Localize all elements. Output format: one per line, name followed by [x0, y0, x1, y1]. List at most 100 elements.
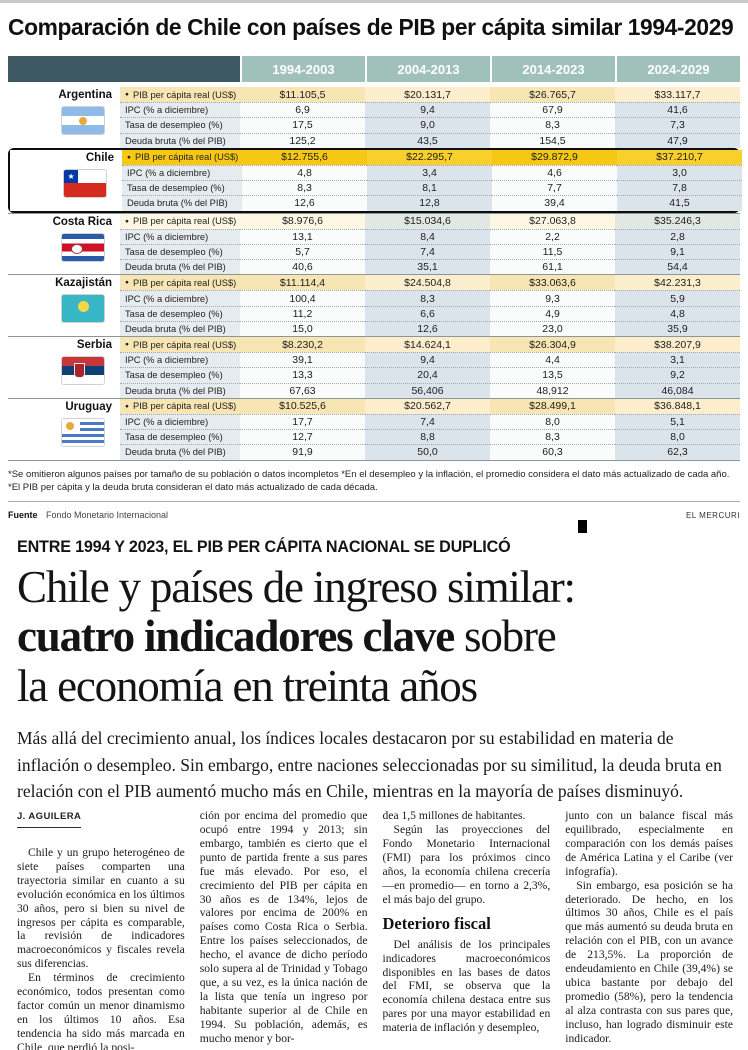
country-cell: Costa Rica — [8, 213, 120, 275]
source-label: Fuente — [8, 509, 38, 520]
source-row: Fuente Fondo Monetario Internacional EL … — [8, 505, 740, 523]
value-cell: 35,1 — [365, 259, 490, 275]
value-cell: 13,5 — [490, 367, 615, 383]
value-cell: 8,8 — [365, 429, 490, 445]
value-cell: 12,6 — [365, 320, 490, 336]
value-cell: $38.207,9 — [615, 337, 740, 353]
value-cell: 2,8 — [615, 228, 740, 244]
indicator-label-text: Deuda bruta (% del PIB) — [127, 198, 228, 209]
value-cell: $42.231,3 — [615, 275, 740, 291]
value-cell: 41,5 — [617, 195, 742, 211]
indicator-label: IPC (% a diciembre) — [120, 352, 240, 368]
value-cell: 12,7 — [240, 429, 365, 445]
indicator-label: Deuda bruta (% del PIB) — [120, 132, 240, 148]
value-cell: $15.034,6 — [365, 213, 490, 229]
article-paragraph: junto con un balance fiscal más equilibr… — [565, 809, 733, 878]
uruguay-flag-icon — [62, 418, 104, 446]
value-cell: 13,3 — [240, 367, 365, 383]
value-cell: 62,3 — [615, 444, 740, 460]
value-cell: 11,2 — [240, 305, 365, 321]
value-cell: 67,9 — [490, 102, 615, 118]
indicator-label-text: IPC (% a diciembre) — [125, 417, 209, 428]
indicator-label-text: Tasa de desempleo (%) — [125, 246, 223, 257]
country-block-costarica: Costa Rica ● PIB per cápita real (US$) $8.9… — [8, 212, 740, 275]
body-column-3: dea 1,5 millones de habitantes. Según las… — [383, 809, 551, 1050]
value-cell: 7,3 — [615, 117, 740, 133]
value-cell: 8,3 — [365, 290, 490, 306]
bullet-icon: ● — [125, 402, 129, 410]
value-cell: 17,5 — [240, 117, 365, 133]
value-cell: 23,0 — [490, 320, 615, 336]
body-column-2: ción por encima del promedio que ocupó e… — [200, 809, 368, 1050]
value-cell: 43,5 — [365, 132, 490, 148]
indicator-label-text: Tasa de desempleo (%) — [127, 183, 225, 194]
country-cell: Serbia — [8, 337, 120, 398]
value-cell: 4,8 — [242, 164, 367, 181]
flag-part: ★ — [64, 169, 79, 184]
article-deck: Más allá del crecimiento anual, los índi… — [17, 728, 722, 801]
value-cell: $20.562,7 — [365, 398, 490, 414]
flag-part — [66, 421, 74, 430]
value-cell: $29.872,9 — [492, 149, 617, 165]
country-name: Chile — [85, 151, 114, 164]
indicator-label: Deuda bruta (% del PIB) — [120, 382, 240, 398]
indicator-label-text: Tasa de desempleo (%) — [125, 308, 223, 319]
country-block-chile: Chile ★ ● PIB per cápita real (US$) $12.755,… — [8, 147, 742, 213]
value-cell: 41,6 — [615, 102, 740, 118]
publisher-credit: EL MERCURI — [685, 510, 740, 520]
value-cell: 13,1 — [240, 228, 365, 244]
indicator-label: ● PIB per cápita real (US$) — [120, 398, 240, 414]
indicator-label-text: Deuda bruta (% del PIB) — [125, 385, 226, 396]
article-paragraph: Según las proyecciones del Fondo Monetar… — [382, 822, 551, 906]
source: Fuente Fondo Monetario Internacional — [8, 505, 168, 523]
value-cell: 3,1 — [615, 352, 740, 368]
value-cell: $26.765,7 — [490, 87, 615, 103]
footnote-line-1: *Se omitieron algunos países por tamaño … — [8, 468, 730, 480]
country-name: Argentina — [58, 89, 112, 101]
value-cell: 4,9 — [490, 305, 615, 321]
infographic-title: Comparación de Chile con países de PIB p… — [8, 14, 734, 40]
period-header: 2004-2013 — [365, 56, 490, 82]
value-cell: $28.499,1 — [490, 398, 615, 414]
country-name: Kazajistán — [55, 277, 112, 290]
argentina-flag-icon — [62, 107, 104, 134]
indicator-label-text: IPC (% a diciembre) — [127, 168, 211, 179]
flag-part — [73, 362, 85, 378]
value-cell: 9,0 — [365, 117, 490, 133]
value-cell: 3,0 — [617, 164, 742, 181]
indicator-label-text: Tasa de desempleo (%) — [125, 120, 223, 131]
value-cell: 11,5 — [490, 243, 615, 260]
top-divider — [0, 0, 748, 3]
value-cell: 4,8 — [615, 305, 740, 321]
value-cell: 40,6 — [240, 259, 365, 275]
value-cell: $14.624,1 — [365, 337, 490, 353]
country-name: Serbia — [76, 339, 112, 351]
bullet-icon: ● — [125, 279, 129, 287]
value-cell: $8.976,6 — [240, 213, 365, 229]
indicator-label: ● PIB per cápita real (US$) — [120, 213, 240, 229]
country-cell: Kazajistán — [8, 275, 120, 336]
indicator-label: IPC (% a diciembre) — [120, 413, 240, 430]
indicator-label: Tasa de desempleo (%) — [120, 429, 240, 445]
body-column-1: J. AGUILERA Chile y un grupo heterogéneo … — [17, 809, 185, 1050]
value-cell: 9,3 — [490, 290, 615, 306]
indicator-label-text: PIB per cápita real (US$) — [132, 89, 237, 100]
article-paragraph: Del análisis de los principales indicado… — [382, 937, 551, 1035]
value-cell: 9,4 — [365, 352, 490, 368]
article-paragraph: Sin embargo, esa posición se ha deterior… — [565, 878, 733, 1045]
value-cell: 100,4 — [240, 290, 365, 306]
period-header: 2024-2029 — [615, 56, 740, 82]
value-cell: $33.117,7 — [615, 87, 740, 103]
chile-flag-icon: ★ — [64, 169, 106, 197]
indicator-label: Tasa de desempleo (%) — [120, 117, 240, 133]
value-cell: 8,0 — [615, 429, 740, 445]
indicator-label: Deuda bruta (% del PIB) — [120, 320, 240, 336]
indicator-label-text: PIB per cápita real (US$) — [132, 401, 237, 412]
indicator-label-text: Deuda bruta (% del PIB) — [125, 323, 226, 334]
table-body: Argentina ● PIB per cápita real (US$) $11.1… — [8, 87, 742, 461]
value-cell: 67,63 — [240, 382, 365, 398]
indicator-label: ● PIB per cápita real (US$) — [120, 337, 240, 353]
flag-part — [64, 183, 106, 197]
article-paragraph: dea 1,5 millones de habitantes. — [382, 809, 526, 823]
